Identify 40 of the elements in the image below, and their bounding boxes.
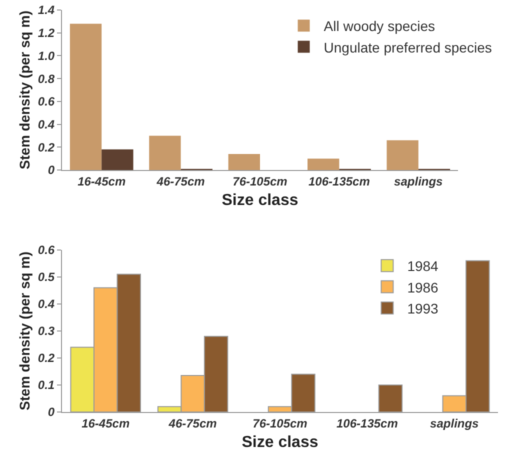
y-axis-title: Stem density (per sq m): [16, 10, 33, 170]
legend-label: 1993: [407, 300, 439, 316]
y-tick-label: 0.3: [38, 324, 55, 338]
y-tick-label: 0.5: [38, 270, 55, 284]
bar: [228, 154, 260, 170]
legend-label: 1984: [407, 258, 439, 274]
bar: [386, 140, 418, 170]
y-axis-title: Stem density (per sq m): [16, 252, 33, 410]
x-tick-label: 16-45cm: [78, 174, 126, 188]
legend-label: Ungulate preferred species: [324, 39, 492, 56]
y-tick-label: 0.6: [38, 243, 55, 258]
bar: [102, 149, 134, 170]
x-tick-label: 106-135cm: [308, 174, 370, 188]
x-axis-title: Size class: [242, 434, 318, 452]
y-tick-label: 1.0: [38, 48, 55, 63]
y-tick-label: 1.4: [38, 3, 55, 18]
y-tick-label: 0.4: [38, 117, 55, 132]
x-tick-label: 46-75cm: [156, 174, 206, 188]
x-tick-label: 106-135cm: [336, 416, 398, 430]
x-tick-label: saplings: [394, 174, 444, 188]
y-tick-label: 0.6: [38, 94, 55, 109]
y-tick-label: 0.1: [38, 378, 55, 392]
x-tick-label: 76-105cm: [232, 174, 288, 188]
bar: [149, 136, 181, 170]
bar: [70, 24, 102, 170]
y-tick-label: 1.2: [38, 26, 55, 40]
legend-label: 1986: [407, 279, 439, 296]
y-tick-label: 0: [48, 163, 55, 178]
y-tick-label: 0.2: [38, 140, 55, 154]
y-tick-label: 0.4: [38, 297, 55, 312]
x-tick-label: 46-75cm: [168, 416, 218, 430]
x-axis-title: Size class: [222, 192, 298, 210]
x-tick-label: saplings: [430, 416, 480, 430]
y-tick-label: 0: [48, 405, 55, 420]
x-tick-label: 16-45cm: [82, 416, 130, 430]
y-tick-label: 0.8: [38, 72, 55, 86]
x-tick-label: 76-105cm: [252, 416, 308, 430]
bar: [308, 158, 340, 170]
y-tick-label: 0.2: [38, 351, 55, 366]
legend-label: All woody species: [324, 18, 436, 34]
